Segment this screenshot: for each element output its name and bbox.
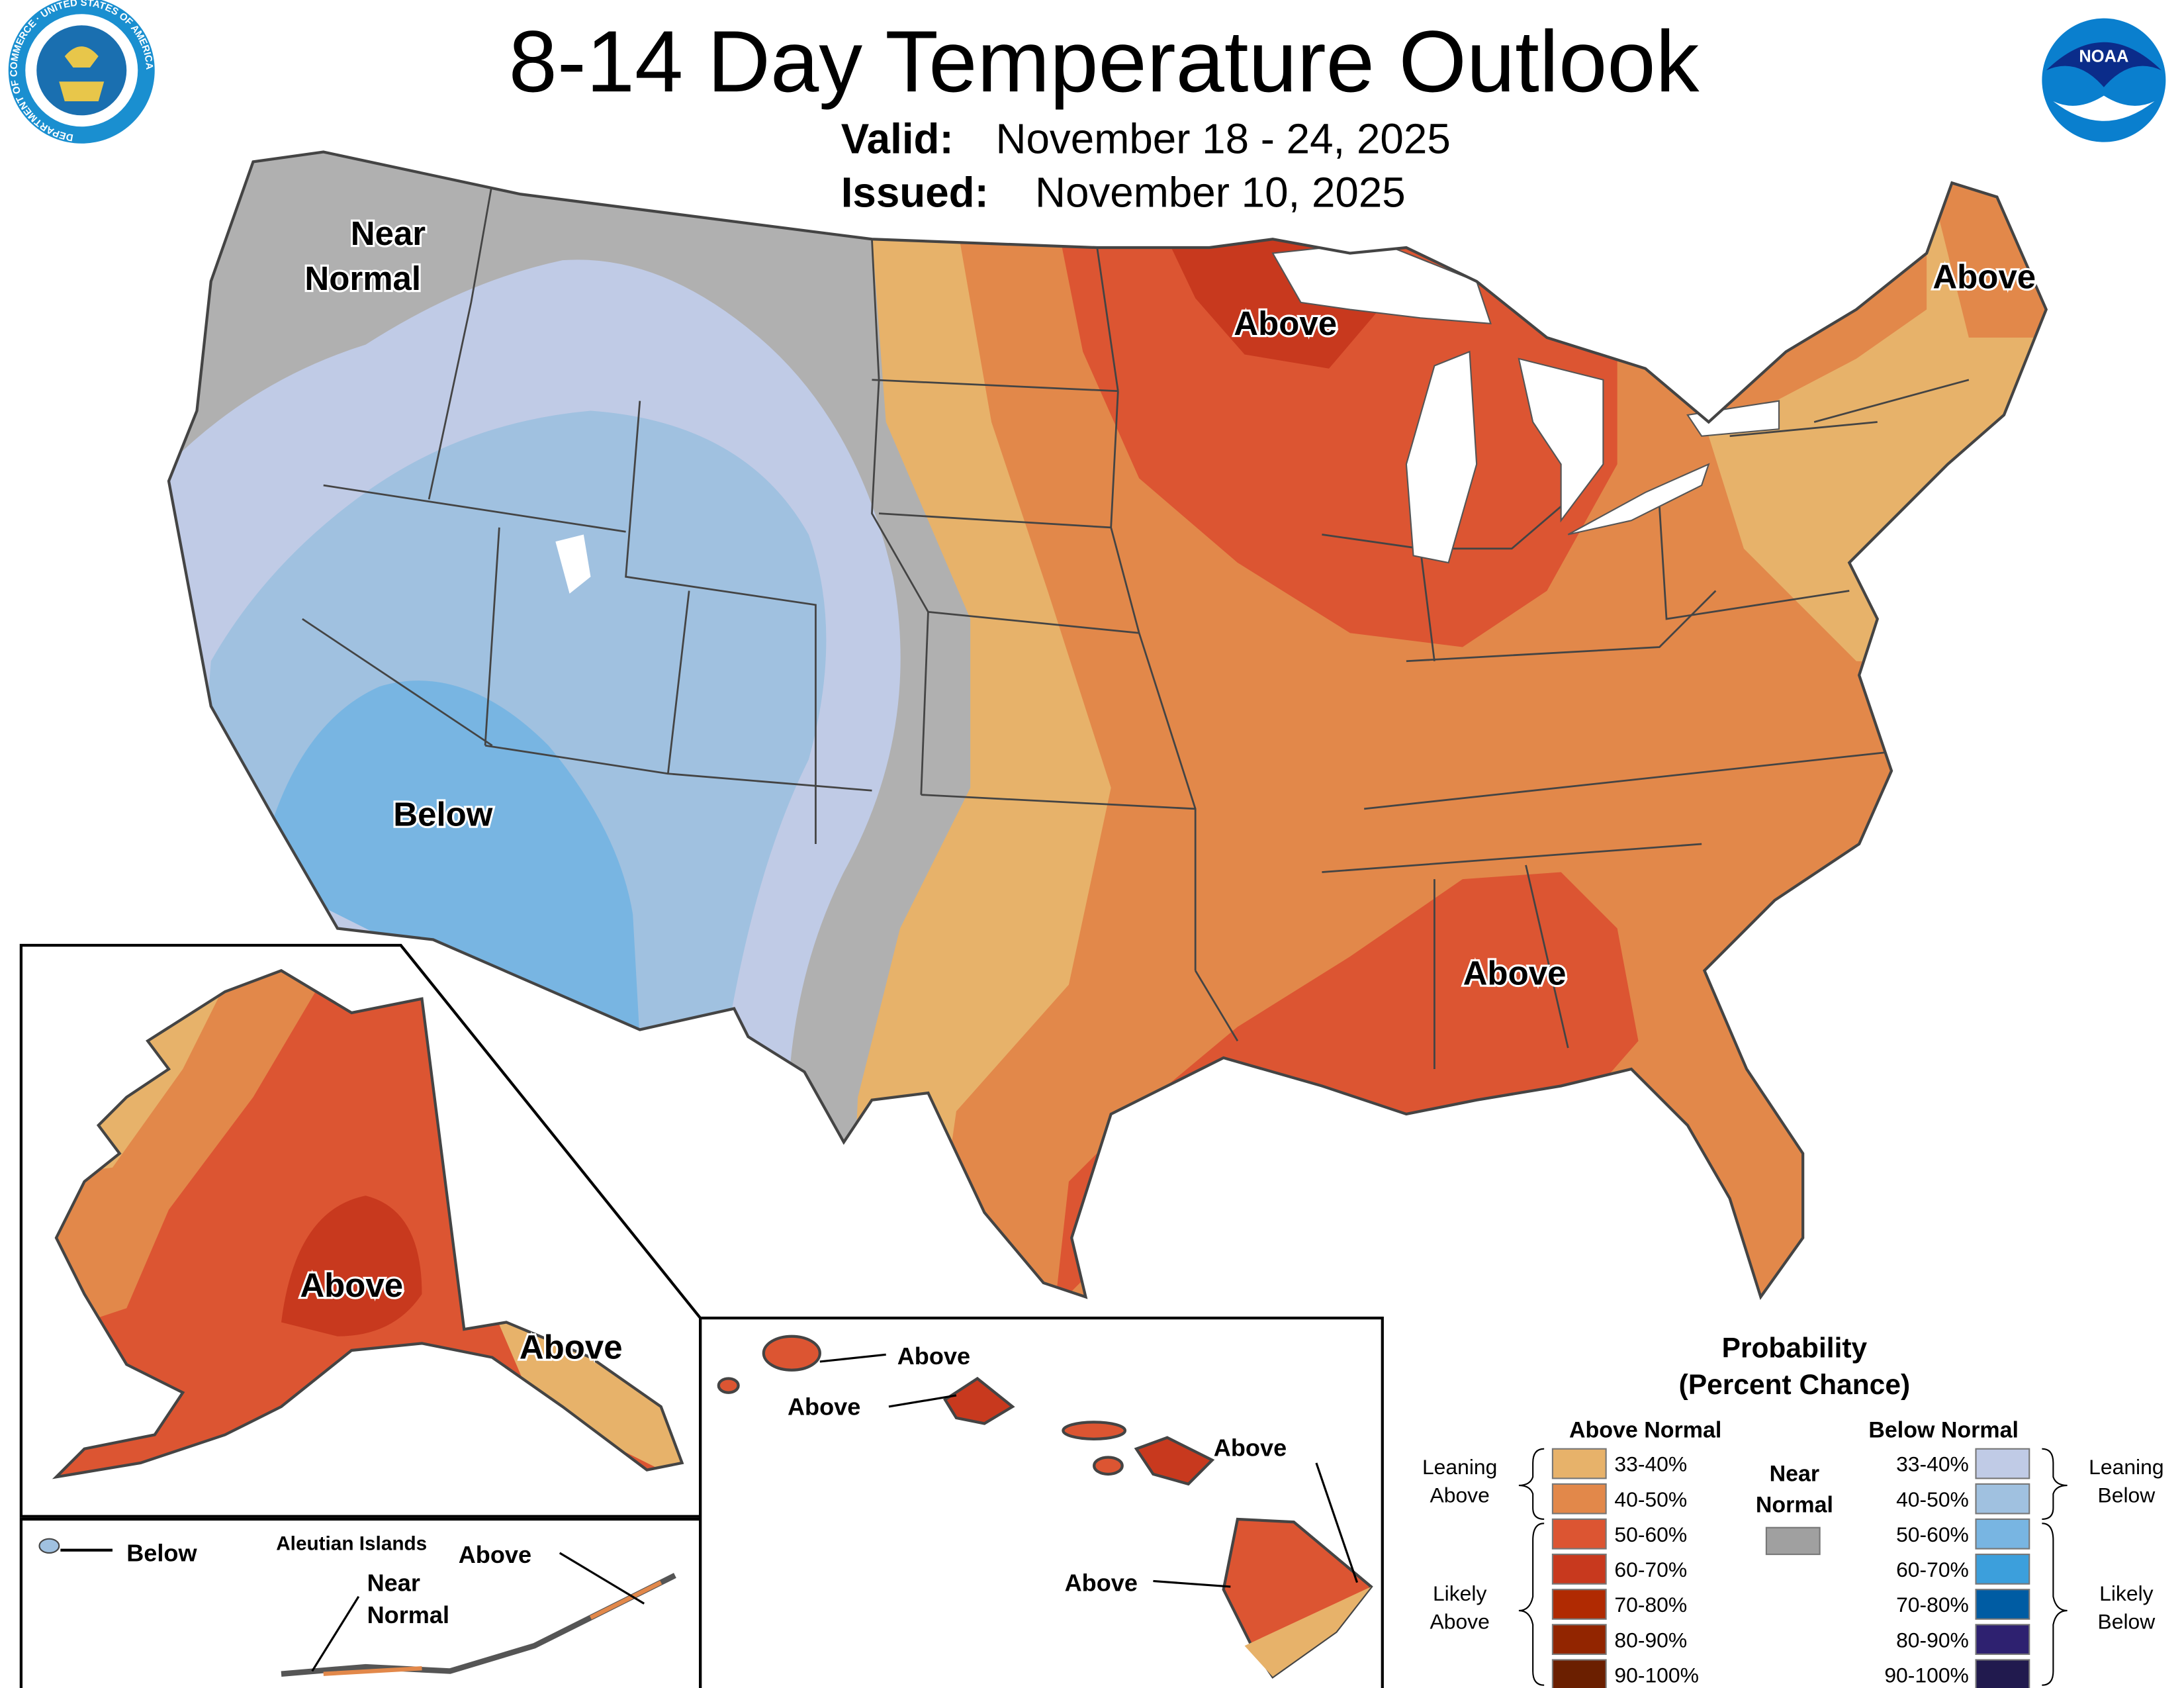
state-boundaries <box>302 183 1970 1069</box>
label-ne-above: Above <box>1933 258 2036 296</box>
label-aleutians-above: Above <box>459 1541 531 1568</box>
label-alaska-above: Above <box>300 1266 403 1304</box>
label-aleutians-near: Near <box>367 1569 420 1596</box>
label-kauai-above: Above <box>897 1342 970 1370</box>
legend-below-header: Below Normal <box>1868 1418 2019 1443</box>
label-aleutians-normal: Normal <box>367 1601 449 1628</box>
legend-near-normal-swatch <box>1765 1526 1821 1556</box>
label-midwest-above: Above <box>1234 305 1337 342</box>
legend-title: Probability <box>1722 1333 1868 1364</box>
alaska-inset: Above Above <box>19 943 702 1518</box>
legend-above-range: 40-50% <box>1614 1487 1687 1511</box>
legend-likely-below-1: Likely <box>2099 1581 2154 1605</box>
label-se-above: Above <box>1463 954 1567 992</box>
legend: Probability (Percent Chance) Above Norma… <box>1422 1333 2164 1688</box>
likely-above-south-50-60-region <box>1054 872 1639 1297</box>
label-nw-near: Near <box>351 214 426 252</box>
legend-below-range: 50-60% <box>1896 1523 1969 1546</box>
label-aleutians-below: Below <box>126 1540 197 1567</box>
legend-above-swatch <box>1551 1448 1607 1479</box>
legend-below-range: 80-90% <box>1896 1628 1969 1652</box>
label-maui-above: Above <box>1214 1434 1287 1461</box>
legend-leaning-above-1: Leaning <box>1422 1455 1497 1479</box>
legend-below-swatch <box>1975 1624 2030 1656</box>
legend-likely-above-1: Likely <box>1433 1581 1487 1605</box>
legend-above-range: 60-70% <box>1614 1558 1687 1581</box>
legend-rows: 33-40% 40-50% 50-60% 60-70% 70-80% 80-90% 90-1… <box>1551 1448 2030 1688</box>
legend-below-swatch <box>1975 1483 2030 1515</box>
lake-ontario <box>1686 400 1780 437</box>
lake-michigan <box>1405 350 1478 564</box>
label-oahu-above: Above <box>788 1393 860 1421</box>
legend-above-range: 90-100% <box>1614 1663 1699 1687</box>
legend-below-range: 33-40% <box>1896 1452 1969 1476</box>
map-title: 8-14 Day Temperature Outlook <box>509 13 1700 110</box>
legend-brace-left <box>1518 1448 1545 1686</box>
likely-below-50-60-region <box>274 680 640 1041</box>
noaa-logo-icon: NOAA <box>2042 18 2166 142</box>
label-sw-below: Below <box>393 795 492 833</box>
legend-above-swatch <box>1551 1554 1607 1585</box>
conus-outline <box>167 150 2048 1300</box>
valid-dates: November 18 - 24, 2025 <box>995 115 1450 163</box>
legend-above-range: 50-60% <box>1614 1523 1687 1546</box>
legend-subtitle: (Percent Chance) <box>1679 1370 1910 1401</box>
legend-above-range: 33-40% <box>1614 1452 1687 1476</box>
legend-likely-above-2: Above <box>1430 1610 1489 1634</box>
lake-erie <box>1567 463 1710 536</box>
legend-below-swatch <box>1975 1554 2030 1585</box>
legend-above-swatch <box>1551 1483 1607 1515</box>
label-bigisland-above: Above <box>1065 1569 1138 1596</box>
legend-below-swatch <box>1975 1659 2030 1688</box>
hawaii-inset: Above Above Above Above <box>699 1316 1384 1688</box>
legend-leaning-below-1: Leaning <box>2089 1455 2163 1479</box>
issued-date: November 10, 2025 <box>1035 168 1406 216</box>
label-nw-normal: Normal <box>304 259 421 297</box>
legend-above-swatch <box>1551 1518 1607 1550</box>
issued-label: Issued: <box>841 168 989 216</box>
legend-below-swatch <box>1975 1589 2030 1620</box>
valid-label: Valid: <box>841 115 954 163</box>
commerce-seal-icon: DEPARTMENT OF COMMERCE · UNITED STATES O… <box>8 0 155 144</box>
aleutians-title: Aleutian Islands <box>276 1533 427 1555</box>
legend-brace-right <box>2042 1448 2068 1686</box>
legend-likely-below-2: Below <box>2097 1610 2156 1634</box>
aleutians-inset: Aleutian Islands Below Near Normal Above <box>19 1517 702 1688</box>
lake-huron <box>1518 357 1604 523</box>
legend-leaning-above-2: Above <box>1430 1483 1489 1507</box>
legend-above-swatch <box>1551 1589 1607 1620</box>
label-panhandle-above: Above <box>520 1329 623 1366</box>
legend-below-range: 70-80% <box>1896 1593 1969 1617</box>
legend-near: Near <box>1770 1462 1820 1487</box>
legend-above-range: 80-90% <box>1614 1628 1687 1652</box>
legend-above-range: 70-80% <box>1614 1593 1687 1617</box>
legend-above-header: Above Normal <box>1569 1418 1721 1443</box>
legend-above-swatch <box>1551 1659 1607 1688</box>
great-salt-lake <box>555 534 591 594</box>
noaa-logo-text: NOAA <box>2079 48 2128 66</box>
legend-below-range: 60-70% <box>1896 1558 1969 1581</box>
legend-below-range: 40-50% <box>1896 1487 1969 1511</box>
legend-below-swatch <box>1975 1518 2030 1550</box>
legend-below-swatch <box>1975 1448 2030 1479</box>
legend-normal: Normal <box>1756 1492 1833 1517</box>
legend-leaning-below-2: Below <box>2097 1483 2156 1507</box>
legend-above-swatch <box>1551 1624 1607 1656</box>
legend-below-range: 90-100% <box>1884 1663 1969 1687</box>
